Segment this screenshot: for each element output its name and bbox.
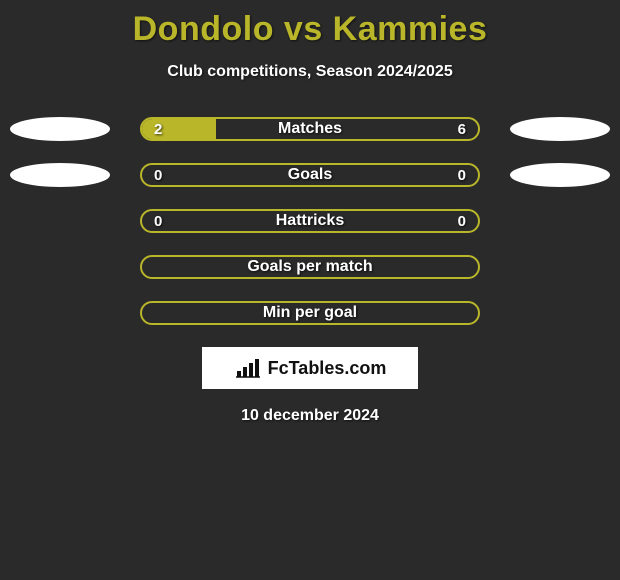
team-badge-right bbox=[510, 163, 610, 187]
team-badge-left bbox=[10, 117, 110, 141]
metric-bar: 00Hattricks bbox=[140, 209, 480, 233]
metric-row: 26Matches bbox=[0, 117, 620, 141]
page-subtitle: Club competitions, Season 2024/2025 bbox=[0, 63, 620, 81]
metric-bar: Min per goal bbox=[140, 301, 480, 325]
metric-bar: 00Goals bbox=[140, 163, 480, 187]
metric-bar: 26Matches bbox=[140, 117, 480, 141]
team-badge-left bbox=[10, 163, 110, 187]
metrics-container: 26Matches 00Goals 00Hattricks Goals per mat… bbox=[0, 117, 620, 325]
metric-label: Matches bbox=[142, 119, 478, 139]
metric-bar: Goals per match bbox=[140, 255, 480, 279]
metric-row: Min per goal bbox=[0, 301, 620, 325]
metric-label: Min per goal bbox=[142, 303, 478, 323]
chart-icon bbox=[234, 357, 262, 379]
metric-label: Goals per match bbox=[142, 257, 478, 277]
team-badge-right bbox=[510, 117, 610, 141]
metric-label: Goals bbox=[142, 165, 478, 185]
date-text: 10 december 2024 bbox=[0, 407, 620, 425]
metric-row: 00Hattricks bbox=[0, 209, 620, 233]
logo-box: FcTables.com bbox=[202, 347, 418, 389]
metric-row: 00Goals bbox=[0, 163, 620, 187]
metric-label: Hattricks bbox=[142, 211, 478, 231]
logo-text: FcTables.com bbox=[268, 358, 387, 379]
page-title: Dondolo vs Kammies bbox=[0, 0, 620, 49]
metric-row: Goals per match bbox=[0, 255, 620, 279]
